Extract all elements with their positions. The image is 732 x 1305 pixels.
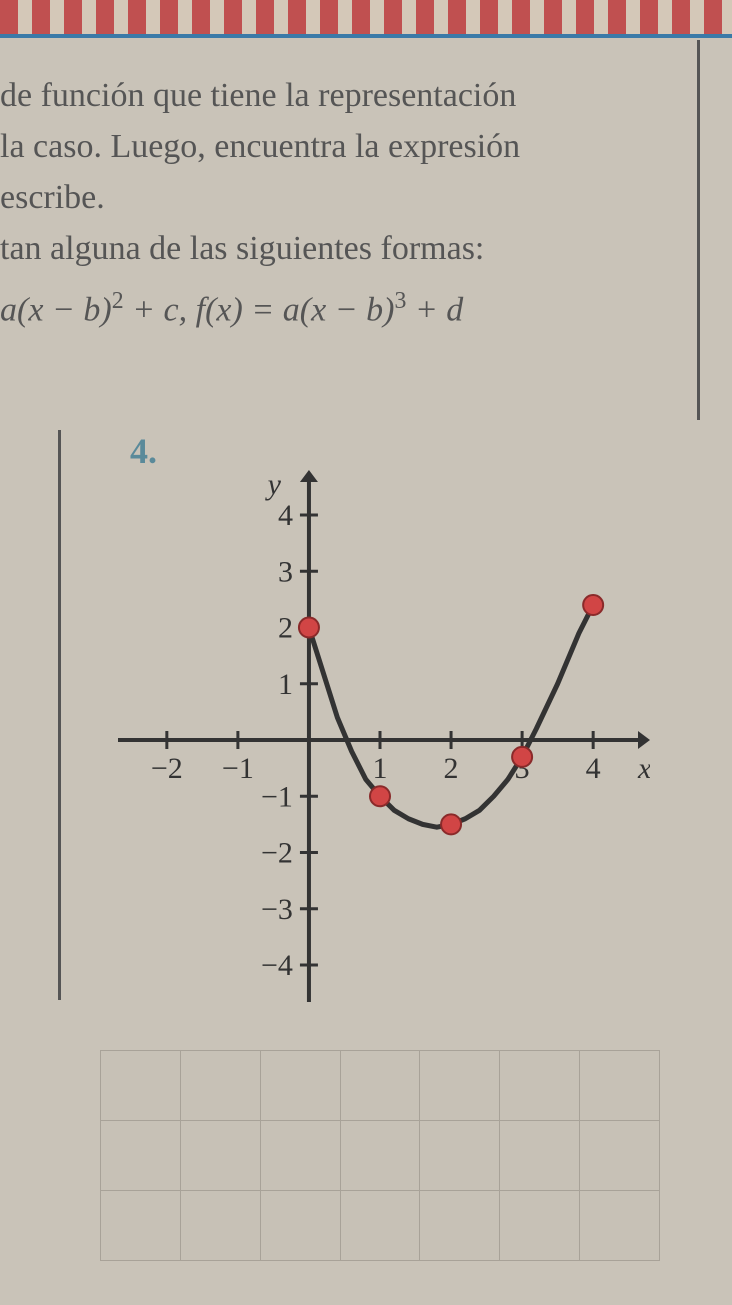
svg-text:−2: −2: [261, 837, 293, 870]
graph: −2−11234−4−3−2−11234xy: [110, 470, 650, 1010]
svg-text:4: 4: [586, 752, 601, 785]
instruction-text: de función que tiene la representación l…: [0, 60, 700, 348]
svg-text:−3: −3: [261, 893, 293, 926]
text-line-1: de función que tiene la representación: [0, 70, 680, 121]
answer-grid: [100, 1050, 660, 1261]
svg-text:3: 3: [278, 555, 293, 588]
svg-text:x: x: [637, 752, 650, 785]
svg-text:y: y: [265, 470, 282, 501]
svg-text:−1: −1: [261, 780, 293, 813]
svg-text:2: 2: [444, 752, 459, 785]
svg-text:1: 1: [278, 668, 293, 701]
text-line-3: escribe.: [0, 172, 680, 223]
decorative-border: [0, 0, 732, 38]
graph-svg: −2−11234−4−3−2−11234xy: [110, 470, 650, 1010]
svg-text:1: 1: [373, 752, 388, 785]
svg-text:4: 4: [278, 499, 293, 532]
svg-text:−2: −2: [151, 752, 183, 785]
left-rule: [58, 430, 61, 1000]
text-line-2: la caso. Luego, encuentra la expresión: [0, 121, 680, 172]
formula: a(x − b)2 + c, f(x) = a(x − b)3 + d: [0, 282, 680, 338]
svg-text:−1: −1: [222, 752, 254, 785]
page: de función que tiene la representación l…: [0, 0, 732, 1305]
svg-text:−4: −4: [261, 949, 293, 982]
text-line-4: tan alguna de las siguientes formas:: [0, 223, 680, 274]
svg-text:2: 2: [278, 612, 293, 645]
problem-number: 4.: [130, 430, 157, 472]
